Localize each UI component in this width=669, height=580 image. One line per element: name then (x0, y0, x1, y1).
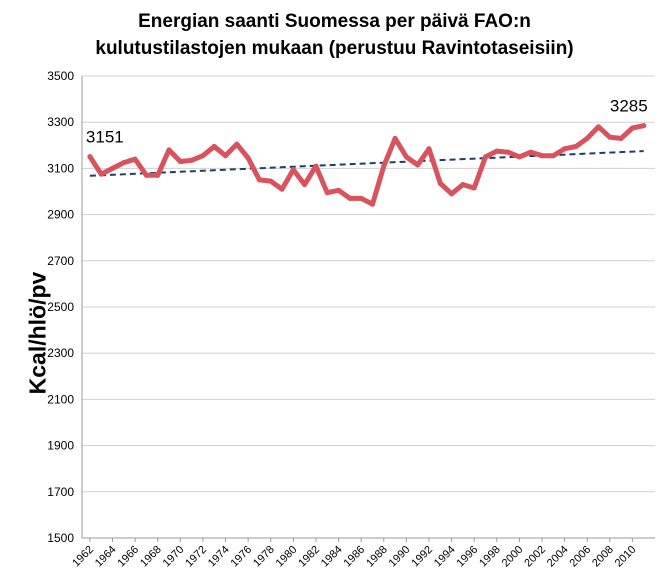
x-tick-label: 2010 (613, 544, 639, 570)
data-point (87, 154, 93, 160)
data-point (494, 148, 500, 154)
data-point (358, 195, 364, 201)
x-tick-label: 1982 (296, 544, 322, 570)
data-point (550, 153, 556, 159)
data-point (415, 162, 421, 168)
data-point (460, 182, 466, 188)
x-tick-label: 2002 (522, 544, 548, 570)
y-tick-label: 2300 (47, 346, 74, 360)
data-point (132, 156, 138, 162)
data-point (516, 154, 522, 160)
data-point (641, 123, 647, 129)
x-tick-label: 1998 (477, 544, 503, 570)
series-line (87, 123, 647, 207)
data-point (403, 154, 409, 160)
chart-title: Energian saanti Suomessa per päivä FAO:n… (0, 8, 669, 62)
data-point (629, 125, 635, 131)
data-point (155, 172, 161, 178)
data-point (313, 163, 319, 169)
y-tick-label: 2100 (47, 392, 74, 406)
data-point (143, 172, 149, 178)
data-point (245, 155, 251, 161)
x-tick-label: 1986 (341, 544, 367, 570)
data-point (607, 134, 613, 140)
x-tick-label: 1970 (161, 544, 187, 570)
x-tick-label: 2008 (590, 544, 616, 570)
data-label: 3285 (610, 97, 648, 116)
data-point (302, 182, 308, 188)
data-point (211, 143, 217, 149)
chart-title-line-2: kulutustilastojen mukaan (perustuu Ravin… (95, 38, 574, 59)
y-tick-label: 1700 (47, 485, 74, 499)
data-point (584, 135, 590, 141)
x-tick-label: 1988 (364, 544, 390, 570)
data-point (449, 191, 455, 197)
data-point (482, 154, 488, 160)
x-tick-label: 1964 (93, 544, 119, 570)
x-tick-label: 2006 (568, 544, 594, 570)
data-point (121, 160, 127, 166)
y-tick-label: 2900 (47, 208, 74, 222)
data-point (595, 124, 601, 130)
data-point (528, 149, 534, 155)
y-tick-label: 1900 (47, 439, 74, 453)
y-tick-label: 2700 (47, 254, 74, 268)
data-point (189, 157, 195, 163)
x-tick-label: 1978 (251, 544, 277, 570)
x-tick-label: 1984 (319, 544, 345, 570)
x-tick-label: 2004 (545, 544, 571, 570)
data-point (426, 146, 432, 152)
x-tick-label: 1966 (115, 544, 141, 570)
data-point (471, 185, 477, 191)
y-tick-label: 3100 (47, 161, 74, 175)
data-point (573, 143, 579, 149)
x-tick-label: 1994 (432, 544, 458, 570)
data-point (290, 167, 296, 173)
data-point (268, 178, 274, 184)
data-point (618, 135, 624, 141)
data-point (234, 141, 240, 147)
x-tick-label: 1962 (70, 544, 96, 570)
data-point (177, 158, 183, 164)
x-tick-label: 1972 (183, 544, 209, 570)
data-point (505, 149, 511, 155)
x-tick-label: 1992 (409, 544, 435, 570)
data-point (437, 180, 443, 186)
y-tick-label: 3500 (47, 69, 74, 83)
y-tick-label: 2500 (47, 300, 74, 314)
x-tick-label: 1976 (228, 544, 254, 570)
data-point (200, 153, 206, 159)
x-tick-label: 1996 (454, 544, 480, 570)
data-point (539, 153, 545, 159)
data-label: 3151 (86, 128, 124, 147)
x-tick-label: 1974 (206, 544, 232, 570)
chart-title-line-1: Energian saanti Suomessa per päivä FAO:n (138, 11, 531, 32)
data-point (369, 201, 375, 207)
x-tick-label: 1990 (387, 544, 413, 570)
data-point (223, 153, 229, 159)
y-tick-label: 3300 (47, 115, 74, 129)
data-point (324, 190, 330, 196)
data-point (98, 171, 104, 177)
x-tick-label: 1980 (274, 544, 300, 570)
x-tick-label: 2000 (500, 544, 526, 570)
data-point (166, 147, 172, 153)
data-point (562, 146, 568, 152)
data-point (392, 135, 398, 141)
data-point (110, 165, 116, 171)
data-point (347, 195, 353, 201)
x-tick-label: 1968 (138, 544, 164, 570)
data-point (381, 163, 387, 169)
data-point (279, 186, 285, 192)
data-point (256, 177, 262, 183)
y-tick-label: 1500 (47, 531, 74, 545)
data-point (336, 187, 342, 193)
